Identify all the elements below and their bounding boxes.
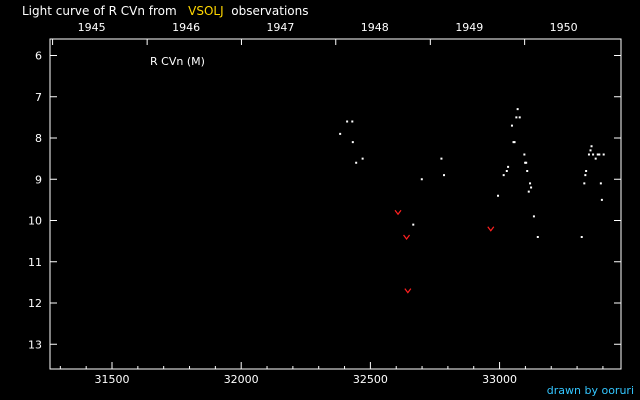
observation-point — [515, 116, 518, 119]
observation-point — [346, 120, 349, 123]
observation-point — [502, 174, 505, 177]
observation-point — [600, 198, 603, 201]
title-prefix: Light curve of R CVn from — [22, 4, 177, 18]
observation-point — [602, 153, 605, 156]
observation-point — [351, 120, 354, 123]
observation-point — [529, 182, 532, 185]
observation-point — [532, 215, 535, 218]
observation-point — [412, 223, 415, 226]
upper-limit-mark — [403, 234, 411, 240]
observation-point — [355, 161, 358, 164]
y-tick-label: 7 — [35, 91, 42, 104]
observation-point — [584, 174, 587, 177]
observation-point — [440, 157, 443, 160]
y-tick-label: 13 — [28, 338, 42, 351]
observation-point — [526, 170, 529, 172]
observation-point — [507, 165, 510, 168]
observation-point — [599, 182, 602, 185]
observation-point — [590, 145, 593, 148]
observation-point — [594, 157, 597, 160]
star-label: R CVn (M) — [150, 55, 205, 68]
x-tick-label: 32000 — [224, 373, 259, 386]
observation-point — [339, 132, 342, 135]
credit-label: drawn by ooruri — [546, 384, 634, 397]
observation-point — [583, 182, 586, 185]
observation-point — [420, 178, 423, 181]
y-tick-label: 10 — [28, 215, 42, 228]
observation-point — [524, 161, 527, 164]
x-tick-label: 33000 — [482, 373, 517, 386]
y-tick-label: 6 — [35, 50, 42, 63]
year-tick-label: 1945 — [78, 21, 106, 34]
y-tick-label: 11 — [28, 256, 42, 269]
observation-point — [580, 236, 583, 238]
observation-point — [589, 149, 592, 152]
data-marks — [339, 108, 605, 294]
year-tick-label: 1946 — [172, 21, 200, 34]
y-tick-label: 12 — [28, 297, 42, 310]
x-tick-label: 31500 — [95, 373, 130, 386]
observation-point — [443, 174, 446, 177]
chart-title: Light curve of R CVn from VSOLJ observat… — [22, 4, 309, 18]
observation-point — [525, 161, 528, 164]
upper-limit-mark — [394, 209, 402, 216]
observation-point — [497, 194, 500, 197]
observation-point — [351, 141, 354, 144]
observation-point — [513, 141, 516, 144]
observation-point — [361, 157, 364, 160]
observation-point — [530, 186, 533, 189]
year-tick-label: 1947 — [266, 21, 294, 34]
year-tick-label: 1949 — [455, 21, 483, 34]
y-tick-label: 9 — [35, 173, 42, 186]
year-tick-label: 1948 — [361, 21, 389, 34]
observation-point — [598, 153, 601, 156]
observation-point — [527, 190, 530, 193]
observation-point — [592, 153, 595, 156]
observation-point — [512, 141, 515, 144]
observation-point — [510, 124, 513, 127]
axes: 31500 32000 32500 33000 1945 1946 1947 1948 1949… — [28, 21, 621, 386]
observation-point — [585, 170, 588, 172]
title-suffix: observations — [231, 4, 309, 18]
observation-point — [518, 116, 521, 119]
observation-point — [523, 153, 526, 156]
title-source: VSOLJ — [188, 4, 224, 18]
observation-point — [536, 236, 539, 238]
observation-point — [505, 170, 508, 172]
upper-limit-mark — [487, 226, 495, 232]
x-tick-label: 32500 — [353, 373, 388, 386]
year-tick-label: 1950 — [550, 21, 578, 34]
observation-point — [516, 108, 519, 111]
observation-point — [596, 153, 599, 156]
plot-frame — [49, 38, 622, 370]
upper-limit-mark — [404, 288, 412, 294]
observation-point — [587, 153, 590, 156]
y-tick-label: 8 — [35, 132, 42, 145]
